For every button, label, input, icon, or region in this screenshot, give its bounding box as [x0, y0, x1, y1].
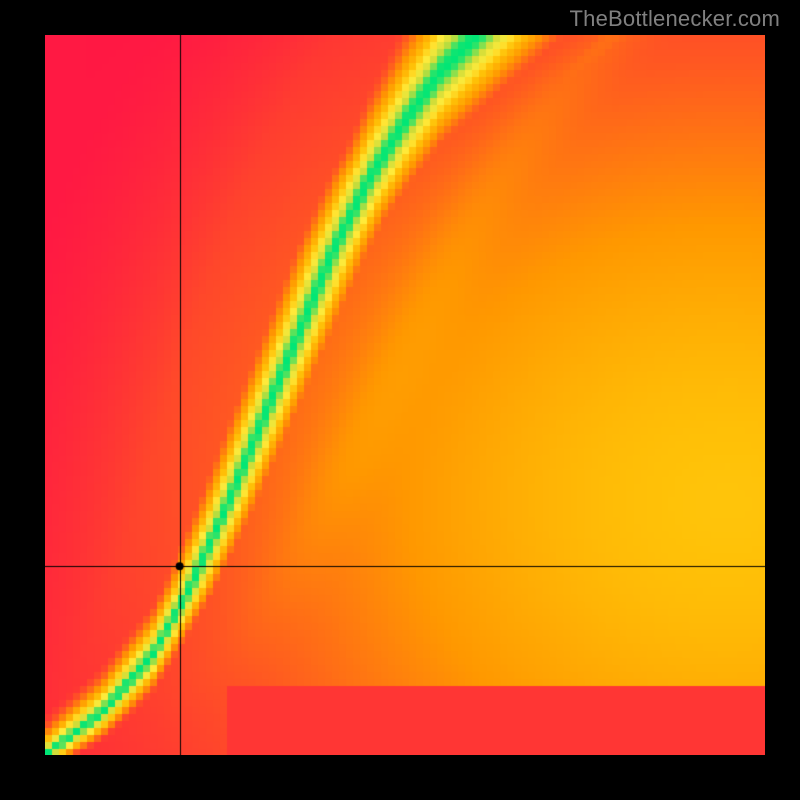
chart-container: TheBottlenecker.com — [0, 0, 800, 800]
heatmap-canvas — [45, 35, 765, 755]
watermark-text: TheBottlenecker.com — [570, 6, 780, 32]
